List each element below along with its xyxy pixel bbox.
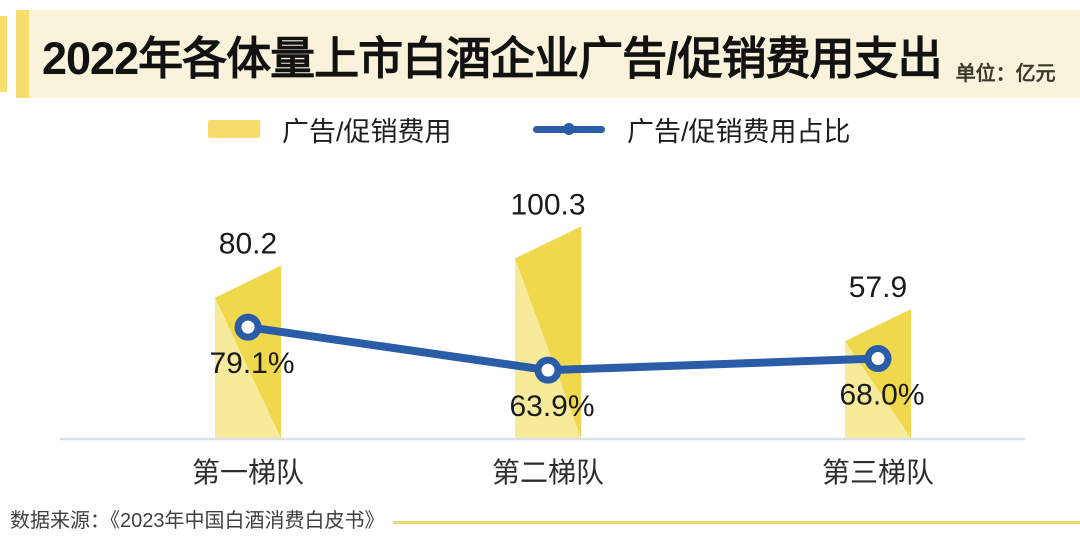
- legend-label-bar-series: 广告/促销费用: [282, 116, 452, 147]
- category-label-2: 第三梯队: [822, 457, 934, 488]
- category-label-1: 第二梯队: [492, 457, 604, 488]
- source-text: 数据来源：《2023年中国白酒消费白皮书》: [10, 509, 385, 532]
- title-panel: 2022年各体量上市白酒企业广告/促销费用支出 单位：亿元: [29, 10, 1080, 98]
- bar-value-label-0: 80.2: [219, 228, 277, 261]
- ratio-value-label-2: 68.0%: [839, 379, 924, 412]
- ratio-value-label-1: 63.9%: [509, 390, 594, 423]
- line-swatch-ring-icon: [563, 123, 575, 135]
- ratio-point-2: [864, 345, 892, 373]
- bar-value-label-2: 57.9: [849, 271, 907, 304]
- header: 2022年各体量上市白酒企业广告/促销费用支出 单位：亿元: [0, 10, 1080, 98]
- bar-value-label-1: 100.3: [510, 188, 585, 221]
- header-accent-bar: [16, 10, 29, 98]
- page-title: 2022年各体量上市白酒企业广告/促销费用支出: [42, 32, 943, 84]
- category-label-0: 第一梯队: [192, 457, 304, 488]
- bar-highlight-1: [515, 258, 581, 438]
- ratio-point-1: [534, 356, 562, 384]
- header-accent-strip: [0, 16, 7, 92]
- legend-item-line-series: 广告/促销费用占比: [533, 110, 851, 148]
- bar-series-swatch-icon: [208, 120, 260, 138]
- bar-highlight-2: [845, 341, 911, 438]
- source-underline: [392, 520, 1080, 524]
- unit-label: 单位：亿元: [955, 63, 1056, 85]
- legend-item-bar-series: 广告/促销费用: [208, 110, 452, 148]
- source-row: 数据来源：《2023年中国白酒消费白皮书》: [10, 502, 1080, 534]
- bar-highlight-0: [215, 297, 281, 438]
- ratio-point-0: [234, 313, 262, 341]
- ratio-value-label-0: 79.1%: [209, 347, 294, 380]
- line-series-swatch-icon: [533, 116, 605, 142]
- legend-label-line-series: 广告/促销费用占比: [627, 116, 851, 147]
- legend: 广告/促销费用 广告/促销费用占比: [0, 110, 1080, 148]
